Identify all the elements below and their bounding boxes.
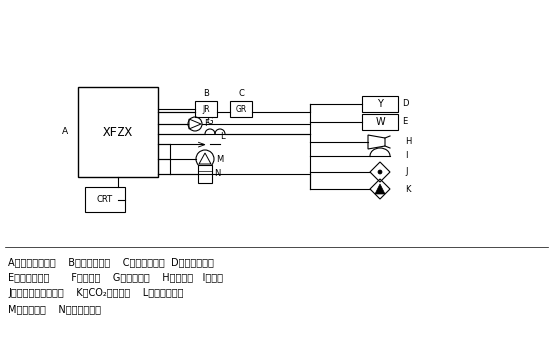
Bar [85, 187, 125, 212]
Text: G: G [207, 117, 214, 126]
Text: J: J [405, 168, 408, 176]
Text: B: B [203, 89, 209, 98]
Text: XFZX: XFZX [103, 126, 133, 138]
Circle shape [378, 170, 382, 174]
Text: D: D [402, 100, 409, 108]
Text: >: > [197, 139, 206, 149]
Text: C: C [238, 89, 244, 98]
Text: Y: Y [377, 99, 383, 109]
Text: CRT: CRT [97, 195, 113, 204]
Text: M: M [216, 155, 224, 163]
Text: A: A [62, 127, 68, 137]
Text: JR: JR [202, 105, 210, 113]
Text: N: N [214, 170, 220, 178]
Text: I: I [405, 151, 408, 161]
Bar [362, 96, 398, 112]
Text: H: H [405, 138, 411, 146]
Bar [195, 101, 217, 117]
Bar [78, 87, 158, 177]
Text: K: K [405, 184, 410, 194]
Text: A、消防控制中心    B、报警控制器    C、楼层显示器  D、感烟探测器
E、感温探测器       F、通风口    G、消防广播    H、扬声器  : A、消防控制中心 B、报警控制器 C、楼层显示器 D、感烟探测器 E、感温探测器… [8, 257, 223, 314]
Text: W: W [375, 117, 385, 127]
Bar [198, 165, 212, 183]
Text: F: F [204, 119, 209, 128]
Text: GR: GR [235, 105, 247, 113]
Bar [230, 101, 252, 117]
Text: E: E [402, 118, 407, 126]
Text: L: L [220, 132, 225, 141]
Bar [362, 114, 398, 130]
Polygon shape [375, 184, 385, 194]
